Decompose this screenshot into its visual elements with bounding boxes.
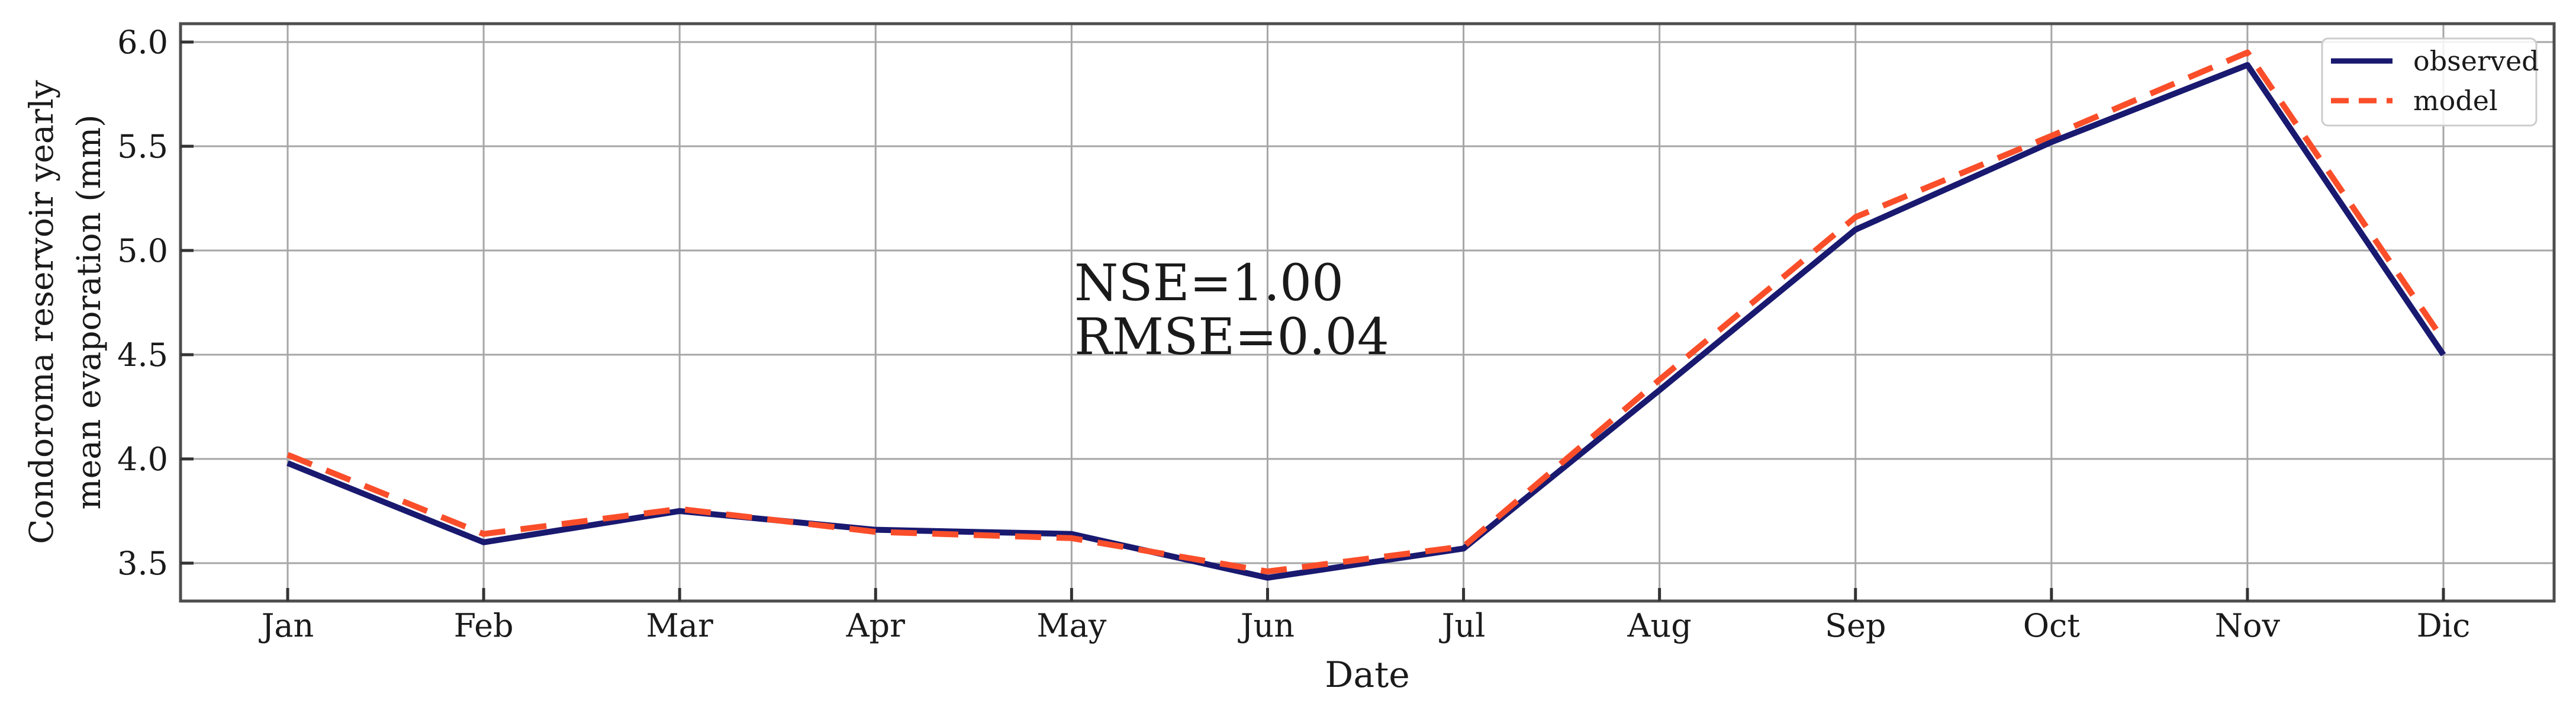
x-tick-label: Sep: [1825, 607, 1886, 644]
annotation-rmse: RMSE=0.04: [1074, 308, 1389, 367]
x-tick-label: Dic: [2417, 607, 2471, 644]
axis-ticks: [181, 40, 2445, 601]
x-tick-label: Apr: [846, 607, 906, 644]
x-axis-label: Date: [1325, 654, 1410, 696]
plot-border: [179, 22, 2556, 603]
x-tick-labels: Jan Feb Mar Apr May Jun Jul Aug Sep Oct Nov Dic: [259, 607, 2471, 644]
x-tick-label: May: [1036, 607, 1106, 644]
x-tick-label: Jan: [259, 607, 314, 644]
y-axis-label-line1: Condoroma reservoir yearly: [22, 80, 60, 544]
x-tick-label: Aug: [1627, 607, 1691, 644]
legend-label-observed: observed: [2413, 45, 2539, 77]
y-tick-label: 5.5: [117, 128, 168, 165]
y-tick-label: 4.5: [117, 336, 168, 374]
x-tick-label: Oct: [2023, 607, 2081, 644]
y-tick-label: 5.0: [117, 232, 168, 269]
y-tick-label: 3.5: [117, 545, 168, 582]
y-tick-label: 4.0: [117, 441, 168, 478]
x-tick-label: Jul: [1439, 607, 1486, 644]
y-tick-label: 6.0: [117, 24, 168, 61]
x-tick-label: Jun: [1238, 607, 1295, 644]
annotation-nse: NSE=1.00: [1074, 254, 1344, 313]
y-tick-labels: 3.5 4.0 4.5 5.0 5.5 6.0: [117, 24, 168, 582]
legend: observed model: [2321, 37, 2539, 127]
legend-label-model: model: [2413, 85, 2498, 117]
x-tick-label: Feb: [454, 607, 514, 644]
x-tick-label: Mar: [646, 607, 713, 644]
y-axis-label-line2: mean evaporation (mm): [70, 114, 108, 509]
model-line: [286, 49, 2446, 575]
x-tick-label: Nov: [2215, 607, 2281, 644]
observed-line: [286, 62, 2446, 581]
